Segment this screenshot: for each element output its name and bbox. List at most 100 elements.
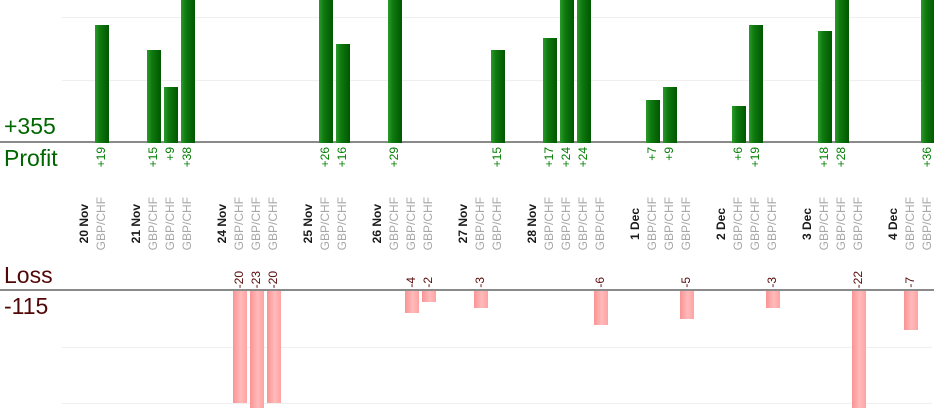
- instrument-label: GBP/CHF: [834, 197, 848, 251]
- instrument-cell: GBP/CHF: [179, 188, 196, 260]
- loss-plot-cell: [919, 291, 934, 420]
- date-label: 2 Dec: [714, 207, 728, 241]
- profit-value-cell: +15: [489, 143, 506, 188]
- trade-column: +28 GBP/CHF: [833, 0, 850, 420]
- profit-value-cell: +17: [541, 143, 558, 188]
- loss-value-cell: [730, 260, 747, 291]
- loss-bar: [473, 291, 488, 308]
- loss-plot-cell: [833, 291, 850, 420]
- profit-plot-cell: [541, 0, 558, 143]
- date-column: 24 Nov: [214, 0, 231, 420]
- profit-value-cell: [300, 143, 317, 188]
- profit-value-cell: +24: [575, 143, 592, 188]
- date-label: 20 Nov: [77, 204, 91, 244]
- loss-bar: [266, 291, 281, 403]
- loss-value-cell: -5: [678, 260, 695, 291]
- loss-plot-cell: [162, 291, 179, 420]
- trade-column: GBP/CHF -20: [231, 0, 248, 420]
- instrument-label: GBP/CHF: [421, 197, 435, 251]
- loss-value-cell: [145, 260, 162, 291]
- profit-plot-cell: [214, 0, 231, 143]
- loss-value-cell: [524, 260, 541, 291]
- profit-plot-cell: [128, 0, 145, 143]
- loss-plot-cell: [558, 291, 575, 420]
- loss-plot-cell: [214, 291, 231, 420]
- profit-value-label: +9: [662, 147, 676, 161]
- date-column: 20 Nov: [76, 0, 93, 420]
- loss-value-cell: [919, 260, 934, 291]
- loss-plot-cell: [386, 291, 403, 420]
- loss-value-cell: [162, 260, 179, 291]
- profit-value-cell: [850, 143, 867, 188]
- loss-value-cell: [816, 260, 833, 291]
- trade-column: +26 GBP/CHF: [317, 0, 334, 420]
- profit-value-cell: +9: [162, 143, 179, 188]
- loss-value-cell: [799, 260, 816, 291]
- profit-value-cell: +7: [644, 143, 661, 188]
- trade-column: GBP/CHF -4: [403, 0, 420, 420]
- day-group: 4 Dec GBP/CHF -7 +36 GBP/CHF: [885, 0, 934, 420]
- loss-value-cell: -3: [472, 260, 489, 291]
- profit-plot-cell: [472, 0, 489, 143]
- instrument-cell: GBP/CHF: [644, 188, 661, 260]
- loss-value-cell: -7: [902, 260, 919, 291]
- loss-plot-cell: [730, 291, 747, 420]
- profit-value-label: +26: [318, 147, 332, 168]
- date-label: 24 Nov: [215, 204, 229, 244]
- trade-column: GBP/CHF -3: [764, 0, 781, 420]
- instrument-label: GBP/CHF: [404, 197, 418, 251]
- instrument-label: GBP/CHF: [817, 197, 831, 251]
- profit-value-cell: [627, 143, 644, 188]
- profit-value-cell: [592, 143, 609, 188]
- date-label: 26 Nov: [370, 204, 384, 244]
- profit-value-label: +19: [94, 147, 108, 168]
- profit-value-label: +6: [731, 147, 745, 161]
- instrument-cell: GBP/CHF: [902, 188, 919, 260]
- profit-bar: [748, 25, 763, 143]
- instrument-cell: GBP/CHF: [334, 188, 351, 260]
- profit-plot-cell: [420, 0, 437, 143]
- trade-column: GBP/CHF -7: [902, 0, 919, 420]
- instrument-cell: GBP/CHF: [558, 188, 575, 260]
- date-cell: 3 Dec: [799, 188, 816, 260]
- loss-bar: [765, 291, 780, 308]
- instrument-cell: GBP/CHF: [420, 188, 437, 260]
- profit-value-cell: [369, 143, 386, 188]
- instrument-label: GBP/CHF: [318, 197, 332, 251]
- profit-value-cell: [885, 143, 902, 188]
- profit-plot-cell: [799, 0, 816, 143]
- loss-value-cell: [317, 260, 334, 291]
- loss-plot-cell: [76, 291, 93, 420]
- profit-value-cell: +26: [317, 143, 334, 188]
- profit-plot-cell: [386, 0, 403, 143]
- profit-plot-cell: [334, 0, 351, 143]
- instrument-cell: GBP/CHF: [816, 188, 833, 260]
- trade-column: GBP/CHF -22: [850, 0, 867, 420]
- trade-column: +24 GBP/CHF: [575, 0, 592, 420]
- instrument-cell: GBP/CHF: [317, 188, 334, 260]
- trade-column: GBP/CHF -3: [472, 0, 489, 420]
- profit-bar: [335, 44, 350, 143]
- instrument-label: GBP/CHF: [731, 197, 745, 251]
- profit-plot-cell: [764, 0, 781, 143]
- instrument-cell: GBP/CHF: [162, 188, 179, 260]
- loss-bar: [421, 291, 436, 302]
- profit-plot-cell: [833, 0, 850, 143]
- instrument-label: GBP/CHF: [490, 197, 504, 251]
- date-column: 26 Nov: [369, 0, 386, 420]
- loss-plot-cell: [403, 291, 420, 420]
- profit-value-cell: [265, 143, 282, 188]
- profit-value-cell: [799, 143, 816, 188]
- loss-value-label: -3: [473, 277, 487, 288]
- instrument-label: GBP/CHF: [146, 197, 160, 251]
- loss-value-cell: -4: [403, 260, 420, 291]
- loss-bar: [679, 291, 694, 319]
- profit-plot-cell: [455, 0, 472, 143]
- loss-value-cell: -23: [248, 260, 265, 291]
- loss-value-cell: -2: [420, 260, 437, 291]
- loss-plot-cell: [816, 291, 833, 420]
- day-group: 20 Nov +19 GBP/CHF: [76, 0, 110, 420]
- date-cell: 4 Dec: [885, 188, 902, 260]
- profit-value-label: +24: [576, 147, 590, 168]
